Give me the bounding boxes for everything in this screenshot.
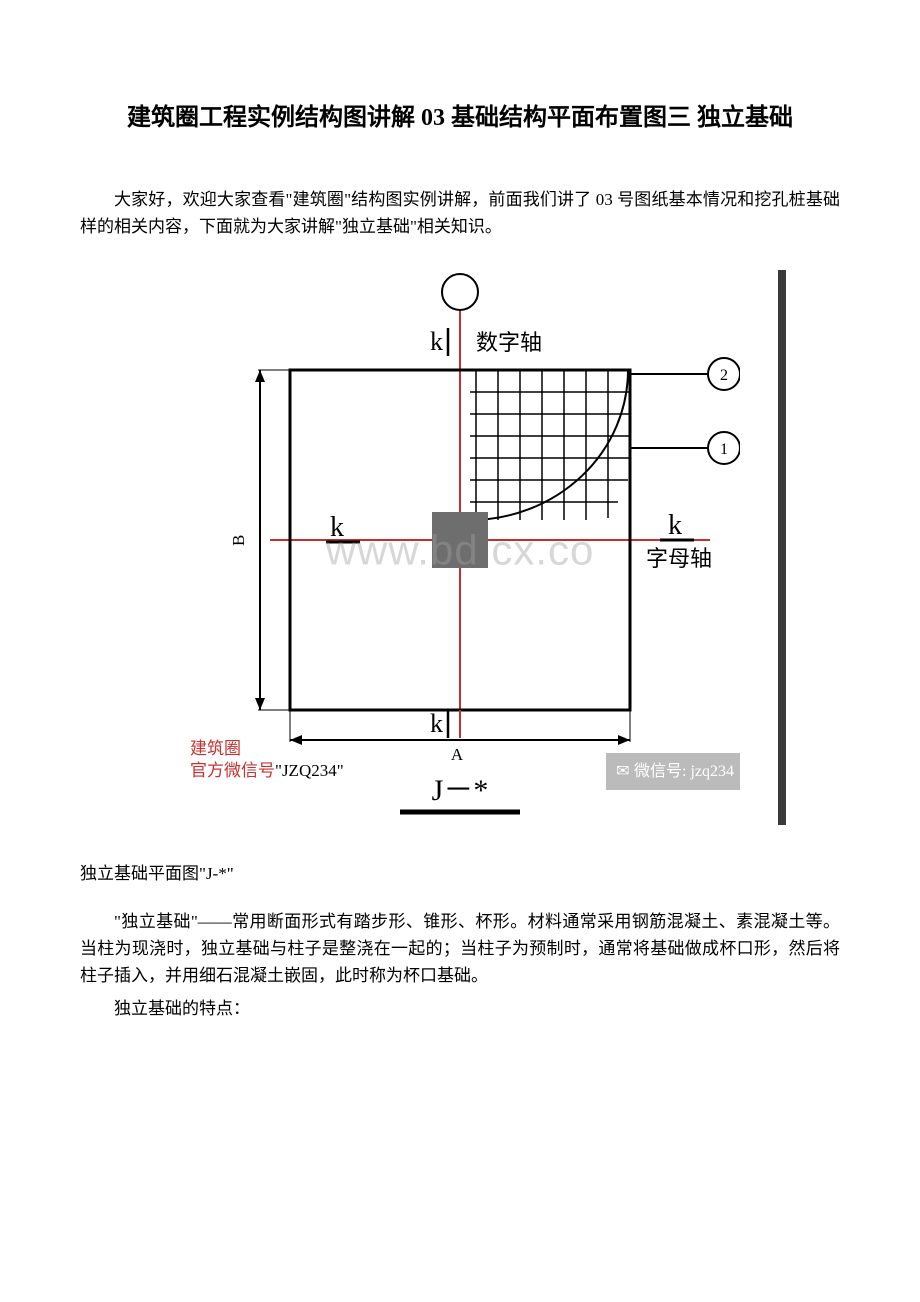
svg-text:数字轴: 数字轴: [476, 330, 542, 355]
svg-text:k: k: [430, 327, 443, 356]
brand-line1: 建筑圈: [190, 738, 344, 760]
diagram-caption: 独立基础平面图"J-*": [80, 860, 840, 887]
svg-text:k: k: [330, 512, 344, 543]
svg-text:k: k: [430, 709, 443, 738]
page-title: 建筑圈工程实例结构图讲解 03 基础结构平面布置图三 独立基础: [80, 100, 840, 136]
svg-text:2: 2: [720, 367, 728, 384]
svg-text:字母轴: 字母轴: [646, 546, 712, 571]
brand-line2-prefix: 官方微信号: [190, 761, 275, 780]
brand-line2-code: "JZQ234": [275, 761, 344, 780]
side-bar-decoration: [778, 270, 786, 825]
wechat-text: 微信号: jzq234: [634, 763, 734, 780]
features-heading: 独立基础的特点：: [80, 995, 840, 1022]
brand-label: 建筑圈 官方微信号"JZQ234": [190, 738, 344, 782]
wechat-icon: ✉: [616, 763, 634, 780]
intro-paragraph: 大家好，欢迎大家查看"建筑圈"结构图实例讲解，前面我们讲了 03 号图纸基本情况…: [80, 186, 840, 240]
svg-text:k: k: [668, 510, 682, 541]
foundation-diagram: 2 1: [180, 270, 740, 830]
wechat-label: ✉ 微信号: jzq234: [606, 753, 740, 791]
body-paragraph: "独立基础"——常用断面形式有踏步形、锥形、杯形。材料通常采用钢筋混凝土、素混凝…: [80, 908, 840, 990]
svg-text:B: B: [229, 535, 248, 546]
svg-text:A: A: [451, 745, 464, 764]
brand-line2: 官方微信号"JZQ234": [190, 760, 344, 782]
svg-text:J－*: J－*: [432, 774, 489, 807]
svg-text:1: 1: [720, 441, 728, 458]
